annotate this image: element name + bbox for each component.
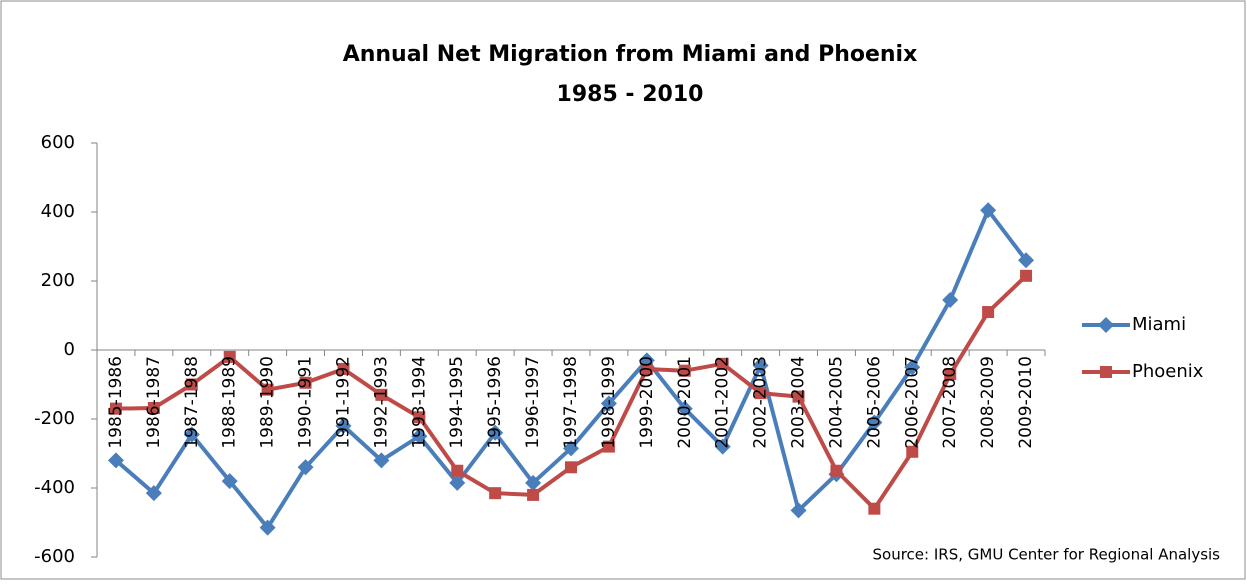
point [145,485,162,502]
point [299,376,312,389]
x-tick-label: 2003-2004 [789,356,809,449]
legend-label: Phoenix [1132,361,1204,382]
x-tick-label: 1985-1986 [106,356,126,449]
x-tick-label: 2005-2006 [864,356,884,449]
point [107,452,124,469]
y-tick-label: -400 [34,477,75,498]
point [602,440,615,453]
x-tick-label: 1990-1991 [296,356,316,449]
x-tick-label: 1997-1998 [561,356,581,449]
point [223,350,236,363]
x-tick-label: 1989-1990 [258,356,278,449]
point [185,378,198,391]
legend-item: Miami [1082,314,1186,335]
point [527,488,540,501]
y-tick-label: 400 [41,201,75,222]
point [868,502,881,515]
x-tick-label: 2008-2009 [978,356,998,449]
chart-subtitle: 1985 - 2010 [557,82,704,107]
point [754,387,767,400]
point [449,474,466,491]
point [830,464,843,477]
point [980,202,997,219]
x-tick-label: 2002-2003 [751,356,771,449]
point [982,306,995,319]
y-tick-label: 200 [41,270,75,291]
x-tick-label: 1999-2000 [637,356,657,449]
legend-item: Phoenix [1082,361,1204,382]
x-tick-label: 2001-2002 [713,356,733,449]
x-tick-label: 1988-1989 [220,356,240,449]
point [489,487,502,500]
point [716,357,729,370]
y-tick-label: 0 [64,339,75,360]
point [752,357,769,374]
x-tick-label: 1986-1987 [144,356,164,449]
point [147,401,160,414]
point [375,388,388,401]
legend-marker [1100,366,1112,378]
x-tick-label: 1998-1999 [599,356,619,449]
point [565,461,577,474]
point [109,402,122,415]
point [487,424,504,441]
point [678,364,691,377]
x-tick-label: 2006-2007 [902,356,922,449]
point [640,362,653,375]
y-tick-label: -600 [34,546,75,567]
point [1020,269,1033,282]
chart-title: Annual Net Migration from Miami and Phoe… [343,42,918,67]
legend-label: Miami [1132,314,1186,335]
x-tick-label: 2009-2010 [1016,356,1036,449]
point [904,359,921,376]
x-tick-label: 2004-2005 [826,356,846,449]
point [792,390,805,403]
point [413,411,426,424]
point [337,362,350,375]
point [411,428,428,445]
point [335,417,352,434]
point [714,438,731,455]
point [563,440,579,457]
legend-marker [1098,317,1114,333]
x-tick-label: 1987-1988 [182,356,202,449]
y-tick-label: 600 [41,132,75,153]
point [451,464,464,477]
x-tick-label: 1992-1993 [371,356,391,449]
point [866,414,883,431]
point [259,519,276,536]
point [221,473,238,490]
x-tick-label: 1991-1992 [333,356,353,449]
x-tick-label: 1995-1996 [485,356,505,449]
point [906,445,919,458]
point [261,383,274,396]
x-tick-label: 1993-1994 [409,356,429,449]
x-tick-label: 1996-1997 [523,356,543,449]
point [297,459,314,476]
point [525,474,542,491]
point [183,426,200,443]
point [944,368,957,381]
point [373,452,390,469]
point [790,502,807,519]
point [1018,252,1035,269]
x-tick-label: 2007-2008 [940,356,960,449]
x-tick-label: 2000-2001 [675,356,695,449]
y-tick-label: -200 [34,408,75,429]
source-note: Source: IRS, GMU Center for Regional Ana… [873,546,1221,564]
point [676,400,693,417]
point [600,395,617,412]
point [942,291,959,308]
x-tick-label: 1994-1995 [447,356,467,449]
